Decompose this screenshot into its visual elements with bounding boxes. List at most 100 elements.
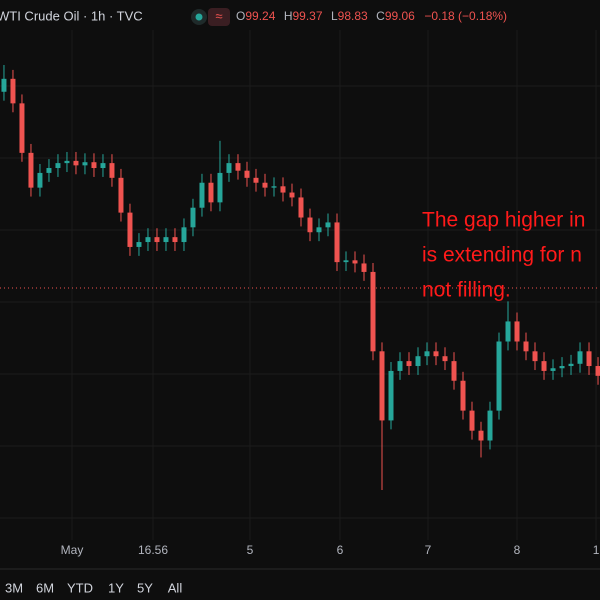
- h-label: H: [284, 9, 293, 23]
- l-label: L: [331, 9, 338, 23]
- range-button[interactable]: All: [168, 580, 183, 595]
- candle-body: [379, 351, 385, 421]
- candle-body: [118, 177, 124, 213]
- candle-body: [244, 170, 250, 178]
- x-axis: May 16.56 5 6 7 8 1: [61, 543, 600, 557]
- candle-body: [145, 237, 151, 243]
- low: 98.83: [338, 9, 368, 23]
- candle-body: [505, 321, 511, 342]
- candle-body: [271, 186, 277, 188]
- candle-body: [37, 172, 43, 188]
- x-tick-label: 6: [337, 543, 344, 557]
- candle-body: [442, 356, 448, 362]
- candle-body: [568, 363, 574, 367]
- range-button[interactable]: YTD: [67, 580, 93, 595]
- candle-body: [172, 237, 178, 243]
- annotation: The gap higher in: [422, 209, 585, 232]
- annotation: not filling.: [422, 279, 511, 302]
- candle-body: [469, 410, 475, 431]
- candle-body: [514, 321, 520, 342]
- range-button[interactable]: 6M: [36, 580, 54, 595]
- candle-body: [595, 366, 600, 376]
- range-button[interactable]: 1Y: [108, 580, 124, 595]
- candle-body: [298, 197, 304, 218]
- candle-body: [127, 212, 133, 247]
- candle-body: [424, 351, 430, 357]
- candle-body: [460, 380, 466, 411]
- h-grid: [0, 85, 600, 519]
- candle-body: [100, 163, 106, 169]
- candles: [1, 65, 600, 490]
- candle-body: [550, 368, 556, 371]
- candle-body: [334, 222, 340, 263]
- candle-body: [541, 361, 547, 371]
- candle-body: [262, 182, 268, 188]
- candle-body: [586, 351, 592, 367]
- candle-body: [343, 260, 349, 263]
- ohlc: O99.24 H99.37 L98.83 C99.06 −0.18 (−0.18…: [236, 8, 507, 25]
- candle-body: [496, 341, 502, 411]
- range-button[interactable]: 3M: [5, 580, 23, 595]
- change: −0.18 (−0.18%): [424, 9, 507, 23]
- candle-body: [253, 177, 259, 183]
- candle-body: [217, 172, 223, 203]
- high: 99.37: [293, 9, 323, 23]
- candle-body: [64, 160, 70, 164]
- candle-body: [415, 356, 421, 367]
- candle-body: [109, 163, 115, 178]
- candle-body: [190, 207, 196, 228]
- candle-body: [316, 227, 322, 233]
- candle-body: [406, 361, 412, 367]
- candle-body: [523, 341, 529, 352]
- range-button[interactable]: 5Y: [137, 580, 153, 595]
- candle-body: [433, 351, 439, 357]
- symbol: WTI Crude Oil · 1h · TVC: [0, 8, 143, 23]
- candle-body: [235, 163, 241, 171]
- candle-body: [577, 351, 583, 364]
- o-label: O: [236, 9, 245, 23]
- candle-body: [325, 222, 331, 228]
- candle-body: [208, 182, 214, 203]
- icon-bg: [208, 8, 230, 26]
- candle-body: [46, 168, 52, 173]
- range-buttons: 3M 6M YTD 1Y 5Y All: [5, 580, 182, 595]
- candle-body: [478, 430, 484, 441]
- candle-body: [226, 163, 232, 173]
- candle-body: [10, 78, 16, 104]
- candle-body: [451, 361, 457, 381]
- candle-body: [532, 351, 538, 362]
- candle-body: [307, 217, 313, 233]
- candle-body: [154, 237, 160, 243]
- candle-body: [28, 152, 34, 188]
- candle-body: [370, 271, 376, 352]
- candle-body: [91, 162, 97, 169]
- candle-body: [181, 227, 187, 243]
- candle-body: [289, 192, 295, 198]
- c-label: C: [376, 9, 385, 23]
- candle-body: [352, 260, 358, 264]
- candle-body: [388, 370, 394, 421]
- candle-body: [487, 410, 493, 441]
- header: WTI Crude Oil · 1h · TVC ≈ O99.24 H99.37…: [0, 8, 507, 26]
- candle-body: [19, 103, 25, 153]
- annotation: is extending for n: [422, 244, 582, 267]
- x-tick-label: 1: [593, 543, 600, 557]
- candle-body: [163, 237, 169, 243]
- open: 99.24: [245, 9, 275, 23]
- x-tick-label: 16.56: [138, 543, 168, 557]
- icon[interactable]: ≈: [215, 8, 222, 23]
- x-tick-label: 7: [425, 543, 432, 557]
- candle-body: [1, 78, 7, 92]
- candle-body: [397, 361, 403, 371]
- x-tick-label: 5: [247, 543, 254, 557]
- v-grid: [71, 30, 597, 540]
- candle-body: [136, 242, 142, 247]
- candle-body: [55, 163, 61, 169]
- candle-body: [199, 182, 205, 208]
- candle-body: [361, 263, 367, 272]
- candle-body: [280, 186, 286, 193]
- candle-body: [559, 366, 565, 369]
